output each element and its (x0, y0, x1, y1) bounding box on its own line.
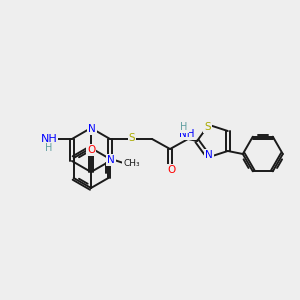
Text: H: H (45, 143, 52, 153)
Text: O: O (87, 145, 95, 155)
Text: N: N (88, 124, 96, 134)
Text: O: O (167, 165, 175, 175)
Text: CH₃: CH₃ (123, 158, 140, 167)
Text: N: N (107, 155, 115, 165)
Text: S: S (129, 133, 135, 143)
Text: NH: NH (40, 134, 57, 144)
Text: H: H (180, 122, 188, 132)
Text: N: N (205, 150, 213, 160)
Text: S: S (205, 122, 211, 132)
Text: NH: NH (179, 129, 195, 139)
